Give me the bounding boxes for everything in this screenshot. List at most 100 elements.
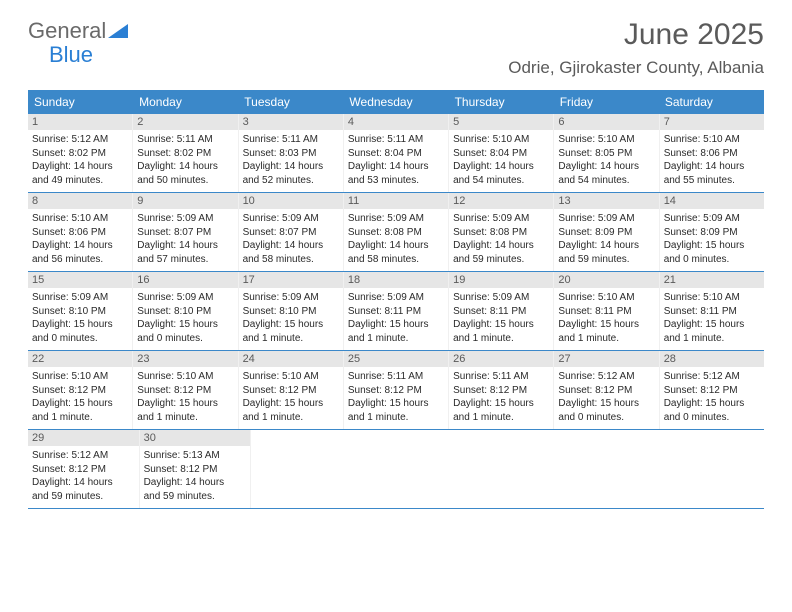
sunrise-text: Sunrise: 5:10 AM (664, 291, 760, 305)
day-number: 14 (660, 193, 764, 209)
logo-text-general: General (28, 18, 106, 44)
month-title: June 2025 (508, 18, 764, 52)
day-number: 21 (660, 272, 764, 288)
day-cell: 23Sunrise: 5:10 AMSunset: 8:12 PMDayligh… (133, 351, 238, 429)
day1-text: Daylight: 14 hours (137, 160, 233, 174)
day1-text: Daylight: 15 hours (137, 318, 233, 332)
day1-text: Daylight: 14 hours (453, 160, 549, 174)
day-cell: 29Sunrise: 5:12 AMSunset: 8:12 PMDayligh… (28, 430, 140, 508)
day1-text: Daylight: 15 hours (32, 397, 128, 411)
sunset-text: Sunset: 8:04 PM (348, 147, 444, 161)
sunset-text: Sunset: 8:10 PM (243, 305, 339, 319)
day1-text: Daylight: 14 hours (348, 239, 444, 253)
day2-text: and 56 minutes. (32, 253, 128, 267)
day2-text: and 1 minute. (348, 411, 444, 425)
day2-text: and 1 minute. (137, 411, 233, 425)
sunrise-text: Sunrise: 5:09 AM (348, 291, 444, 305)
sunrise-text: Sunrise: 5:10 AM (664, 133, 760, 147)
day1-text: Daylight: 14 hours (137, 239, 233, 253)
sunset-text: Sunset: 8:04 PM (453, 147, 549, 161)
day2-text: and 59 minutes. (144, 490, 247, 504)
day-cell: 22Sunrise: 5:10 AMSunset: 8:12 PMDayligh… (28, 351, 133, 429)
sunrise-text: Sunrise: 5:12 AM (664, 370, 760, 384)
day2-text: and 0 minutes. (137, 332, 233, 346)
day1-text: Daylight: 14 hours (243, 160, 339, 174)
day1-text: Daylight: 15 hours (453, 397, 549, 411)
day-cell: 4Sunrise: 5:11 AMSunset: 8:04 PMDaylight… (344, 114, 449, 192)
sunrise-text: Sunrise: 5:11 AM (348, 370, 444, 384)
day-cell: 3Sunrise: 5:11 AMSunset: 8:03 PMDaylight… (239, 114, 344, 192)
day-number: 1 (28, 114, 132, 130)
day-number: 10 (239, 193, 343, 209)
day2-text: and 54 minutes. (558, 174, 654, 188)
sunrise-text: Sunrise: 5:09 AM (32, 291, 128, 305)
sunset-text: Sunset: 8:12 PM (144, 463, 247, 477)
day-cell: 2Sunrise: 5:11 AMSunset: 8:02 PMDaylight… (133, 114, 238, 192)
day-number: 24 (239, 351, 343, 367)
sunset-text: Sunset: 8:08 PM (348, 226, 444, 240)
sunrise-text: Sunrise: 5:12 AM (32, 449, 135, 463)
day-cell: 5Sunrise: 5:10 AMSunset: 8:04 PMDaylight… (449, 114, 554, 192)
day1-text: Daylight: 15 hours (664, 239, 760, 253)
weekday-header: Thursday (449, 90, 554, 114)
day-number: 9 (133, 193, 237, 209)
sunset-text: Sunset: 8:10 PM (32, 305, 128, 319)
sunrise-text: Sunrise: 5:10 AM (137, 370, 233, 384)
day2-text: and 54 minutes. (453, 174, 549, 188)
day-cell: 7Sunrise: 5:10 AMSunset: 8:06 PMDaylight… (660, 114, 764, 192)
sunrise-text: Sunrise: 5:12 AM (32, 133, 128, 147)
sunrise-text: Sunrise: 5:11 AM (137, 133, 233, 147)
day-cell: 26Sunrise: 5:11 AMSunset: 8:12 PMDayligh… (449, 351, 554, 429)
day2-text: and 52 minutes. (243, 174, 339, 188)
day-number: 16 (133, 272, 237, 288)
day-number: 4 (344, 114, 448, 130)
day2-text: and 58 minutes. (243, 253, 339, 267)
day2-text: and 57 minutes. (137, 253, 233, 267)
day1-text: Daylight: 15 hours (32, 318, 128, 332)
day1-text: Daylight: 15 hours (348, 318, 444, 332)
day2-text: and 0 minutes. (664, 411, 760, 425)
day1-text: Daylight: 15 hours (558, 318, 654, 332)
day1-text: Daylight: 14 hours (558, 160, 654, 174)
day2-text: and 1 minute. (453, 332, 549, 346)
day2-text: and 50 minutes. (137, 174, 233, 188)
day1-text: Daylight: 15 hours (558, 397, 654, 411)
day-number: 26 (449, 351, 553, 367)
day2-text: and 0 minutes. (558, 411, 654, 425)
day-cell: 30Sunrise: 5:13 AMSunset: 8:12 PMDayligh… (140, 430, 252, 508)
day-cell: 16Sunrise: 5:09 AMSunset: 8:10 PMDayligh… (133, 272, 238, 350)
day2-text: and 1 minute. (348, 332, 444, 346)
sunrise-text: Sunrise: 5:09 AM (243, 291, 339, 305)
day-cell: 13Sunrise: 5:09 AMSunset: 8:09 PMDayligh… (554, 193, 659, 271)
sunrise-text: Sunrise: 5:10 AM (243, 370, 339, 384)
day2-text: and 1 minute. (32, 411, 128, 425)
day-cell: 14 Sunrise: 5:09 AMSunset: 8:09 PMDayligh… (660, 193, 764, 271)
sunset-text: Sunset: 8:06 PM (32, 226, 128, 240)
day2-text: and 0 minutes. (32, 332, 128, 346)
day2-text: and 53 minutes. (348, 174, 444, 188)
empty-cell (559, 430, 662, 508)
weekday-header: Tuesday (238, 90, 343, 114)
sunset-text: Sunset: 8:09 PM (558, 226, 654, 240)
sunset-text: Sunset: 8:02 PM (32, 147, 128, 161)
sunset-text: Sunset: 8:12 PM (348, 384, 444, 398)
location-text: Odrie, Gjirokaster County, Albania (508, 58, 764, 78)
logo-triangle-icon (108, 20, 128, 43)
sunset-text: Sunset: 8:12 PM (32, 463, 135, 477)
day2-text: and 1 minute. (558, 332, 654, 346)
sunset-text: Sunset: 8:02 PM (137, 147, 233, 161)
day-number: 19 (449, 272, 553, 288)
day-cell: 9Sunrise: 5:09 AMSunset: 8:07 PMDaylight… (133, 193, 238, 271)
day1-text: Daylight: 15 hours (664, 318, 760, 332)
sunset-text: Sunset: 8:11 PM (453, 305, 549, 319)
day-number: 29 (28, 430, 139, 446)
sunrise-text: Sunrise: 5:09 AM (137, 291, 233, 305)
sunrise-text: Sunrise: 5:09 AM (664, 212, 760, 226)
day1-text: Daylight: 14 hours (32, 160, 128, 174)
day-cell: 27Sunrise: 5:12 AMSunset: 8:12 PMDayligh… (554, 351, 659, 429)
day-cell: 18Sunrise: 5:09 AMSunset: 8:11 PMDayligh… (344, 272, 449, 350)
sunset-text: Sunset: 8:09 PM (664, 226, 760, 240)
sunrise-text: Sunrise: 5:11 AM (243, 133, 339, 147)
sunrise-text: Sunrise: 5:09 AM (348, 212, 444, 226)
sunset-text: Sunset: 8:12 PM (137, 384, 233, 398)
